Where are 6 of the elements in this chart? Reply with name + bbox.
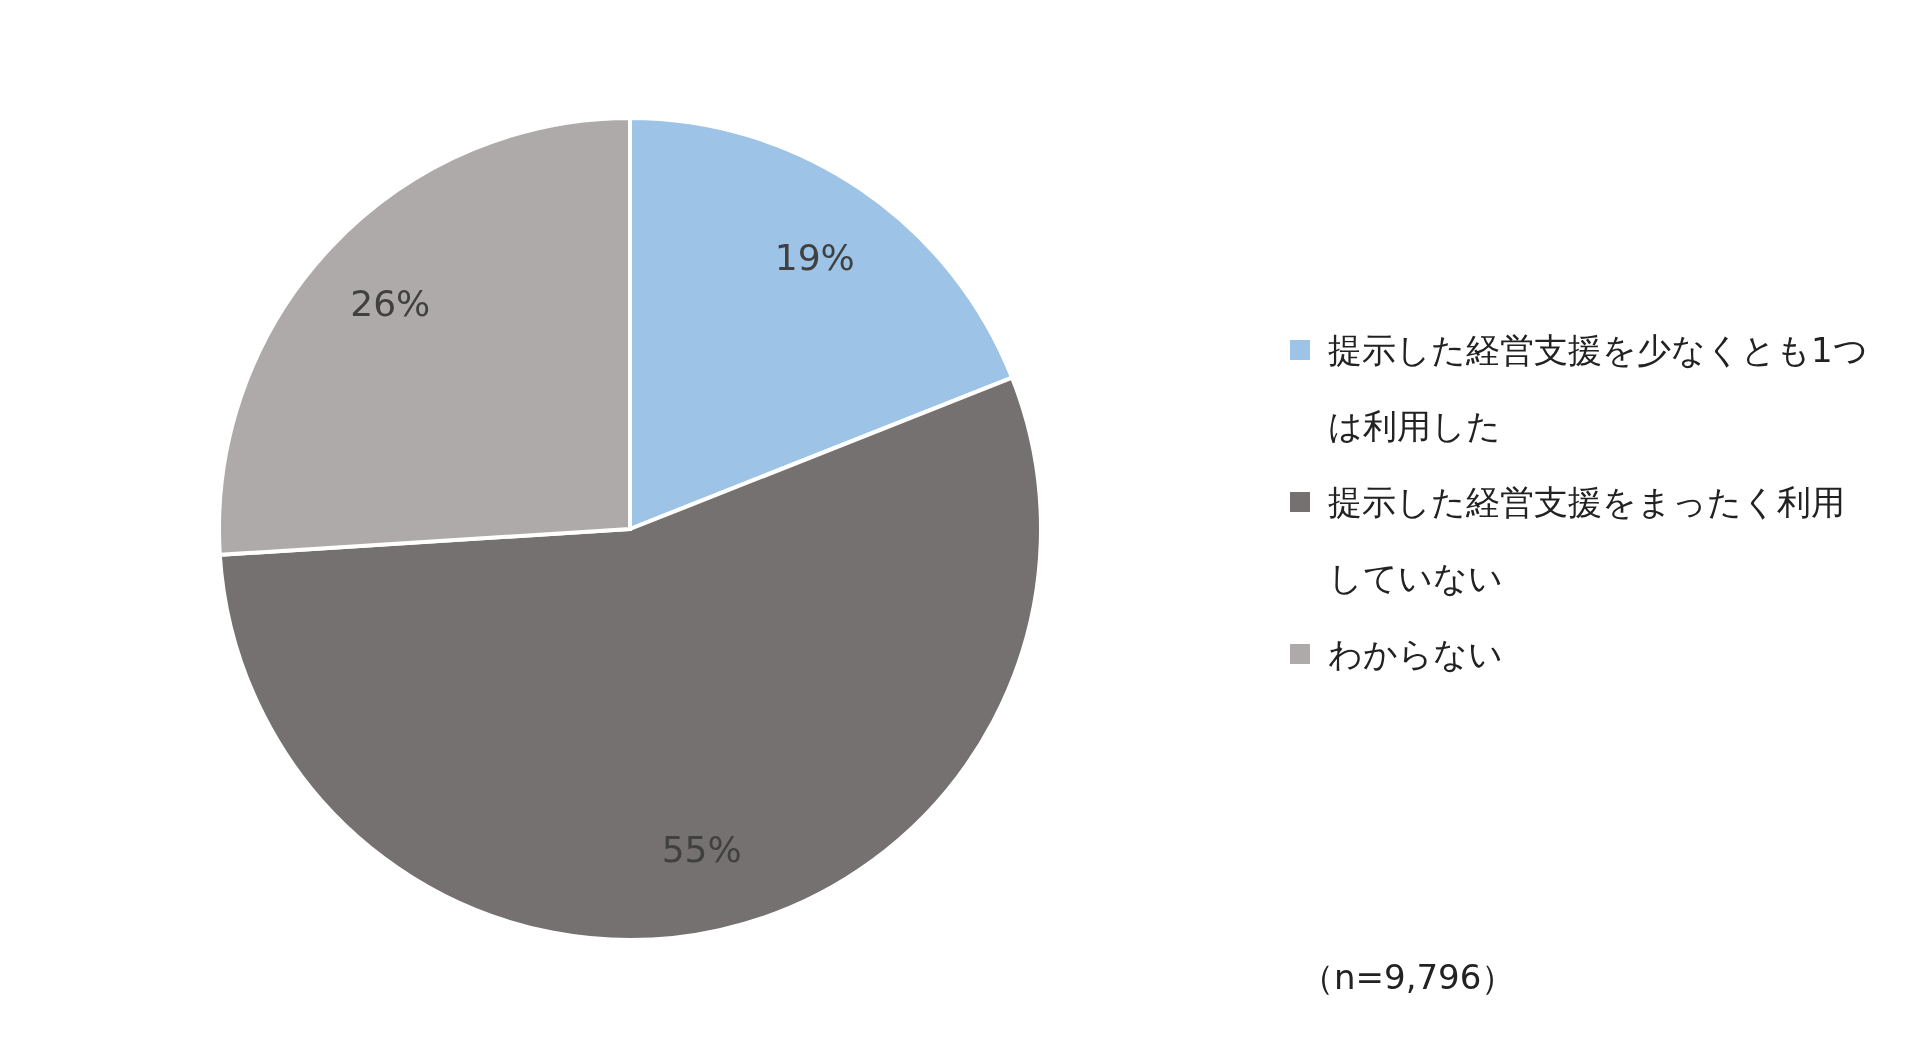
- data-label: 19%: [774, 236, 855, 278]
- text: （n=9,796）: [1300, 956, 1516, 999]
- data-label: 26%: [350, 283, 431, 325]
- legend-label: わからない: [1328, 633, 1503, 676]
- legend-label: 提示した経営支援を少なくとも1つは利用した: [1328, 329, 1869, 448]
- legend-label: 提示した経営支援をまったく利用していない: [1328, 481, 1846, 600]
